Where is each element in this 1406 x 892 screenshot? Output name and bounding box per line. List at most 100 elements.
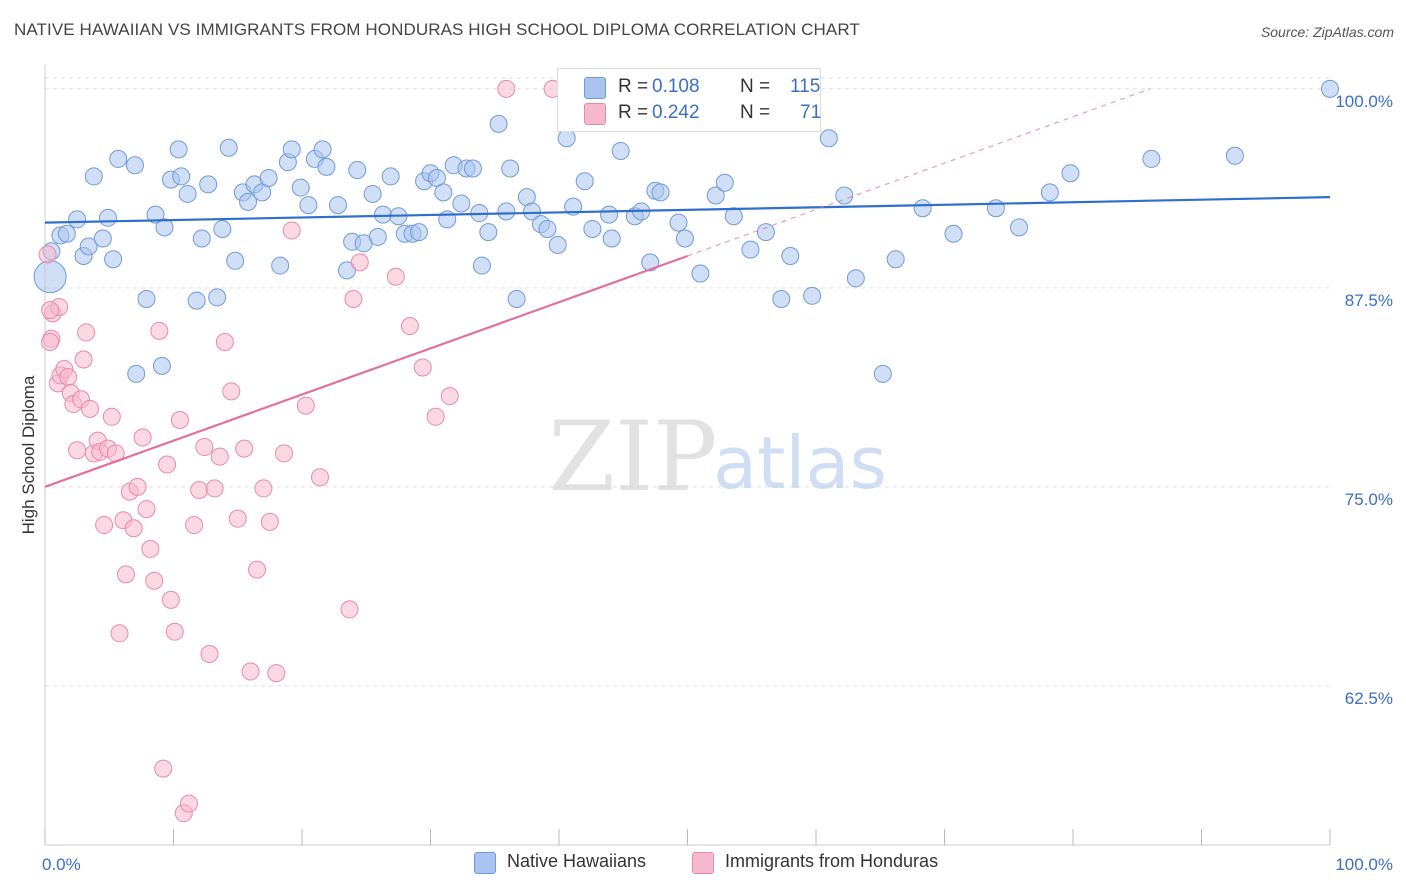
native-hawaiian-point [564,197,583,216]
honduras-point [154,759,173,778]
native-hawaiian-point [434,183,453,202]
honduras-point [179,794,198,813]
native-hawaiian-point [1142,149,1161,168]
legend-swatch-pink [584,103,606,125]
honduras-point [137,500,156,519]
native-hawaiian-point [381,167,400,186]
honduras-point [260,512,279,531]
honduras-point [426,407,445,426]
native-hawaiian-point [169,140,188,159]
native-hawaiian-point [79,237,98,256]
native-hawaiian-point [109,149,128,168]
n-value: 71 [800,102,822,123]
r-label: R = [618,76,649,97]
honduras-point [158,455,177,474]
y-tick-label: 100.0% [1335,92,1393,111]
native-hawaiian-point [328,196,347,215]
honduras-point [185,516,204,535]
native-hawaiian-point [691,264,710,283]
honduras-point [340,600,359,619]
native-hawaiian-point [68,210,87,229]
source-note: Source: ZipAtlas.com [1260,24,1394,40]
native-hawaiian-point [104,250,123,269]
y-tick-label: 75.0% [1345,490,1393,509]
native-hawaiian-point [208,288,227,307]
native-hawaiian-point [706,186,725,205]
native-hawaiian-point [557,129,576,148]
honduras-point [133,428,152,447]
native-hawaiian-point [98,208,117,227]
native-hawaiian-point [271,256,290,275]
honduras-point [150,321,169,340]
honduras-point [267,664,286,683]
axes [44,65,1331,846]
native-hawaiian-point [741,240,760,259]
native-hawaiian-point [219,138,238,157]
honduras-point [248,560,267,579]
native-hawaiian-point [602,229,621,248]
honduras-point [344,290,363,308]
honduras-point [350,253,369,272]
honduras-point [38,245,57,264]
native-hawaiian-point [239,192,258,211]
honduras-point [190,481,209,500]
native-hawaiian-point [282,140,301,159]
native-hawaiian-point [523,202,542,221]
honduras-point [413,358,432,377]
honduras-point [74,350,93,369]
native-hawaiian-point [57,224,76,243]
native-hawaiian-point [259,169,278,188]
y-tick-label: 62.5% [1345,689,1393,708]
native-hawaiian-point [675,229,694,248]
native-hawaiian-point [127,364,146,383]
series-immigrants-from-honduras [38,79,562,823]
native-hawaiian-point [944,224,963,243]
native-hawaiians-trendline [44,196,1331,224]
honduras-point [128,477,147,496]
honduras-point [282,221,301,240]
native-hawaiian-point [819,129,838,148]
watermark: ZIP atlas [548,401,887,513]
legend-swatch-blue [584,77,606,99]
native-hawaiian-point [873,364,892,383]
native-hawaiian-point [213,219,232,238]
native-hawaiian-point [409,223,428,242]
native-hawaiian-point [548,235,567,254]
native-hawaiian-point [192,229,211,248]
honduras-point [116,565,135,584]
grid-lines [45,77,1330,687]
y-axis-label: High School Diploma [19,375,38,534]
native-hawaiian-point [472,256,491,275]
honduras-point [41,301,60,320]
honduras-point [59,368,78,386]
native-hawaiian-point [886,250,905,269]
native-hawaiian-point [1225,146,1244,165]
native-hawaiian-point [846,269,865,288]
native-hawaiian-point [337,261,356,280]
x-tick-label: 0.0% [42,855,81,874]
honduras-trendline-extension [687,88,1151,257]
honduras-point [205,479,224,498]
chart-title: NATIVE HAWAIIAN VS IMMIGRANTS FROM HONDU… [14,20,860,39]
honduras-point [68,441,87,460]
n-label: N = [740,102,771,123]
r-value: 0.108 [652,76,700,97]
honduras-point [254,479,273,498]
honduras-point [386,267,405,286]
native-hawaiian-point [1040,183,1059,202]
honduras-point [222,382,241,401]
honduras-point [110,624,129,643]
r-label: R = [618,102,649,123]
native-hawaiian-point [501,159,520,178]
watermark-zip: ZIP [548,401,717,513]
native-hawaiian-point [1321,79,1339,98]
native-hawaiian-point [1061,164,1080,183]
honduras-point [170,410,189,429]
native-hawaiian-point [497,202,516,221]
native-hawaiian-point [93,229,112,248]
native-hawaiian-point [299,196,318,215]
honduras-point [195,438,214,457]
honduras-point [275,444,294,463]
native-hawaiian-point [348,161,367,180]
native-hawaiian-point [507,290,526,308]
